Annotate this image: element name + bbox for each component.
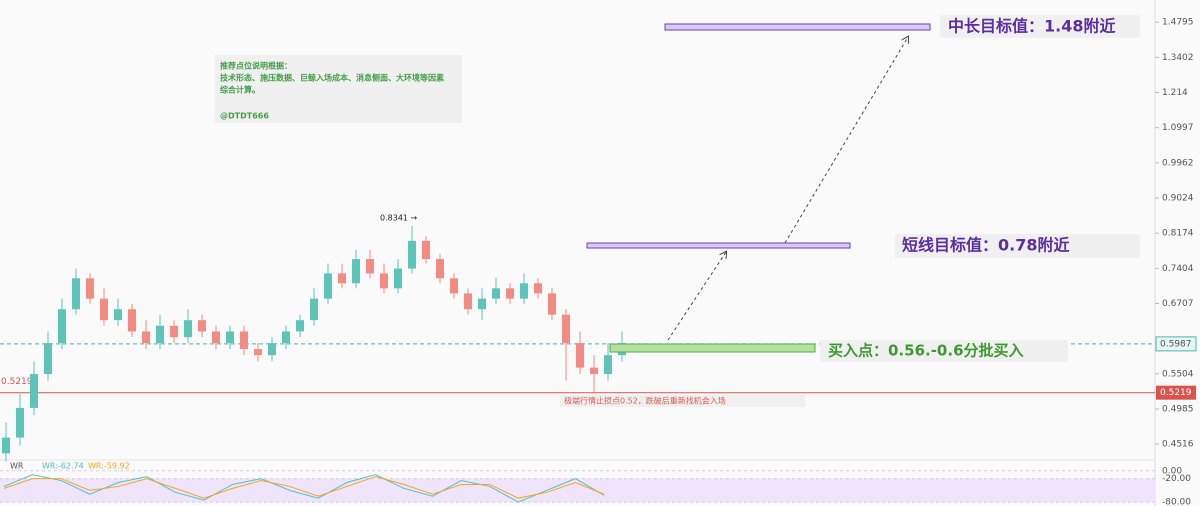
last-price-label: 0.5987	[1160, 339, 1192, 349]
panel-title: WR	[10, 462, 24, 471]
y-tick-label: 0.00	[1162, 466, 1182, 476]
candle-body	[16, 407, 24, 438]
stop-price-box	[1156, 385, 1196, 400]
candle-body	[282, 331, 290, 344]
candle-body	[506, 288, 514, 299]
candle-body	[338, 273, 346, 284]
note-line: 推荐点位说明根据：	[220, 61, 292, 71]
author: @DTDT666	[220, 112, 269, 121]
candle-body	[492, 288, 500, 299]
long-target: 中长目标值：1.48附近	[948, 17, 1115, 36]
buy-zone-label: 买入点：0.56.-0.6分批买入	[828, 342, 1024, 360]
candle-body	[576, 343, 584, 368]
candle-body	[58, 309, 66, 344]
candle-body	[86, 278, 94, 299]
candle-body	[450, 278, 458, 294]
arrow	[784, 37, 908, 244]
wr-panel: 0.00-20.00 -80.00 WR:-62.74 WR:-59.92	[0, 462, 1191, 506]
candle-body	[464, 293, 472, 310]
y-tick-label: 1.3402	[1162, 53, 1194, 63]
stop-note: 极端行情止损点0.52，跌破后重新找机会入场	[564, 396, 726, 406]
y-tick-label: 1.214	[1162, 88, 1188, 98]
label-box	[940, 15, 1140, 38]
candle-body	[520, 283, 528, 299]
candle-body	[394, 268, 402, 289]
candle-body	[254, 349, 262, 356]
y-tick-label: 0.7404	[1162, 264, 1194, 274]
high-label: 0.8341 →	[380, 213, 418, 222]
y-tick-label: 0.8174	[1162, 229, 1194, 239]
candle-body	[478, 298, 486, 310]
stop-price-label: 0.5219	[1, 377, 33, 387]
candle-body	[366, 259, 374, 274]
candle-body	[212, 331, 220, 344]
candle-body	[534, 283, 542, 294]
candle-body	[590, 367, 598, 375]
y-tick-label: -20.00	[1162, 474, 1191, 484]
candle-body	[408, 240, 416, 269]
y-tick-label: 0.4985	[1162, 405, 1194, 415]
candle-body	[170, 325, 178, 338]
note-line: 综合计算。	[220, 85, 260, 95]
long-target-zone	[664, 23, 931, 31]
stop-price-label: 0.5219	[1160, 388, 1192, 398]
y-tick-label: 0.4516	[1162, 440, 1194, 450]
y-tick-label: -80.00	[1162, 498, 1191, 506]
candle-body	[436, 259, 444, 279]
y-tick-label: 0.9962	[1162, 158, 1194, 168]
y-tick-label: 1.4795	[1162, 18, 1194, 28]
candle-body	[324, 273, 332, 299]
legend-entry: WR:-59.92	[88, 462, 130, 471]
y-tick-label: 0.6707	[1162, 299, 1194, 309]
candle-body	[380, 273, 388, 289]
candle-body	[114, 309, 122, 321]
candle-body	[296, 320, 304, 332]
candle-body	[142, 331, 150, 344]
last-price-box	[1155, 336, 1197, 352]
candle-body	[226, 331, 234, 344]
candle-body	[128, 309, 136, 332]
y-tick-label: 0.9024	[1162, 194, 1194, 204]
candle-body	[184, 320, 192, 338]
candle-body	[72, 278, 80, 310]
legend-entry: WR:-62.74	[42, 462, 84, 471]
buy-zone	[609, 343, 816, 353]
candle-body	[562, 314, 570, 344]
note-box	[215, 55, 462, 123]
candle-body	[198, 320, 206, 332]
candle-body	[240, 331, 248, 350]
candle-body	[548, 293, 556, 315]
y-tick-label: 1.0997	[1162, 123, 1194, 133]
candle-body	[100, 298, 108, 321]
candle-body	[156, 325, 164, 344]
band	[0, 478, 1155, 503]
wr-line	[3, 476, 605, 499]
note-line: 技术形态、施压数据、巨鲸入场成本、消息侧面、大环境等因素	[220, 73, 444, 83]
candle-body	[2, 437, 10, 454]
short-target-zone	[586, 242, 851, 249]
label-box	[895, 234, 1140, 258]
candle-body	[268, 343, 276, 356]
candle-body	[422, 240, 430, 260]
short-target: 短线目标值：0.78附近	[902, 236, 1069, 255]
candle-body	[352, 259, 360, 284]
label-box	[560, 395, 805, 407]
candle-body	[310, 298, 318, 321]
candle-body	[44, 343, 52, 375]
candle-body	[30, 374, 38, 408]
candle-body	[604, 355, 612, 375]
y-tick-label: 0.5504	[1162, 369, 1194, 379]
label-box	[820, 340, 1068, 362]
